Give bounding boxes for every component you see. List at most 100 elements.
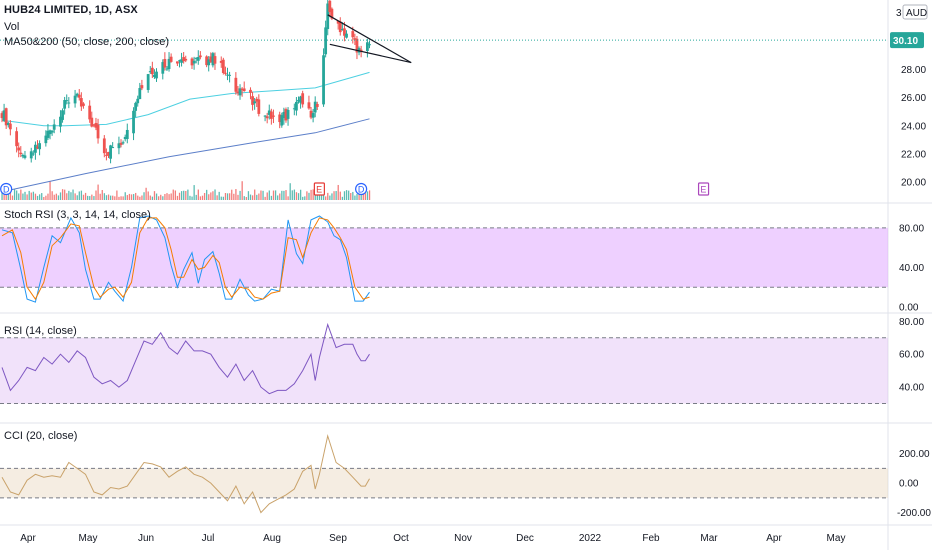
candle-body [111, 147, 115, 149]
candle-body [282, 111, 286, 119]
osc-axis-label-stoch: 80.00 [899, 223, 924, 234]
candle-body [4, 108, 8, 126]
volume-bar [180, 191, 183, 200]
candle-body [65, 100, 69, 102]
volume-bar [105, 195, 108, 200]
candle-body [52, 124, 56, 130]
volume-bar [295, 192, 298, 200]
dividend-marker [355, 182, 368, 196]
cci-legend[interactable]: CCI (20, close) [4, 430, 78, 442]
candle-body [46, 130, 50, 138]
volume-bar [281, 190, 283, 200]
candle-body [209, 56, 213, 62]
candle-body [121, 142, 125, 144]
volume-bar [137, 195, 139, 200]
volume-bar [210, 192, 212, 200]
volume-bar [176, 195, 179, 200]
volume-bar [299, 189, 302, 200]
volume-bar [258, 193, 260, 200]
volume-bar [264, 196, 266, 200]
candle-body [105, 154, 108, 156]
volume-bar [66, 193, 68, 200]
volume-bar [72, 189, 74, 200]
volume-bar [53, 194, 55, 200]
stoch-rsi-legend[interactable]: Stoch RSI (3, 3, 14, 14, close) [4, 209, 151, 221]
volume-bar [168, 194, 170, 200]
volume-bar [304, 196, 306, 200]
candle-body [73, 95, 77, 104]
candle-body [311, 113, 315, 118]
candle-body [180, 59, 183, 63]
symbol-title[interactable]: HUB24 LIMITED, 1D, ASX [4, 4, 138, 16]
volume-bar [343, 191, 346, 200]
candle-body [198, 55, 202, 58]
volume-bar [366, 191, 369, 200]
volume-bar [118, 196, 120, 200]
candle-body [0, 113, 4, 119]
volume-bar [91, 194, 93, 200]
volume-bar [87, 195, 89, 200]
volume-bar [206, 189, 208, 200]
volume-bar [266, 192, 268, 200]
volume-bar [145, 187, 147, 200]
volume-bar [249, 194, 252, 200]
volume-bar [247, 191, 250, 200]
volume-bar [235, 189, 237, 200]
volume-bar [297, 193, 300, 200]
candle-body [138, 88, 142, 100]
candle-body [8, 123, 12, 130]
volume-bar [70, 192, 72, 200]
candle-body [21, 154, 25, 157]
time-axis-label: Sep [329, 533, 347, 544]
volume-bar [49, 181, 51, 200]
volume-bar [291, 190, 293, 200]
candle-body [140, 85, 144, 89]
volume-bar [360, 194, 362, 200]
price-axis-label: 22.00 [901, 149, 926, 160]
candle-body [228, 74, 231, 76]
volume-legend[interactable]: Vol [4, 21, 20, 33]
osc-axis-label-cci: 0.00 [899, 479, 919, 490]
volume-bar [233, 193, 235, 200]
time-axis-label: Jun [138, 533, 154, 544]
volume-bar [270, 195, 273, 200]
volume-bar [256, 194, 258, 200]
ma50-line [1, 71, 370, 127]
candle-body [44, 135, 48, 144]
rsi-legend[interactable]: RSI (14, close) [4, 325, 77, 337]
volume-bar [51, 191, 53, 200]
volume-bar [107, 194, 110, 200]
volume-bar [126, 195, 128, 200]
volume-bar [214, 189, 216, 200]
candle-body [221, 59, 225, 73]
volume-bar [314, 192, 316, 200]
volume-bar [30, 192, 32, 200]
time-axis-label: 2022 [579, 533, 602, 544]
candle-body [366, 42, 369, 51]
volume-bar [268, 190, 270, 200]
candle-body [224, 72, 227, 74]
candle-body [309, 110, 313, 118]
volume-bar [132, 194, 135, 200]
volume-bar [47, 193, 49, 200]
volume-bar [149, 195, 151, 200]
candle-body [207, 59, 211, 66]
volume-bar [178, 192, 181, 200]
candle-body [336, 20, 340, 24]
candle-body [155, 71, 158, 79]
candle-body [343, 28, 346, 36]
candle-body [38, 143, 41, 150]
volume-bar [195, 194, 197, 200]
time-axis-label: Oct [393, 533, 409, 544]
currency-badge-label: AUD [906, 8, 927, 19]
candle-body [313, 101, 317, 113]
candle-body [132, 110, 135, 134]
event-marker-label: E [316, 185, 322, 195]
volume-bar [201, 195, 204, 200]
volume-bar [11, 195, 14, 200]
moving-average-legend[interactable]: MA50&200 (50, close, 200, close) [4, 36, 170, 48]
candle-body [280, 115, 284, 126]
volume-bar [128, 193, 131, 200]
volume-bar [101, 190, 103, 200]
